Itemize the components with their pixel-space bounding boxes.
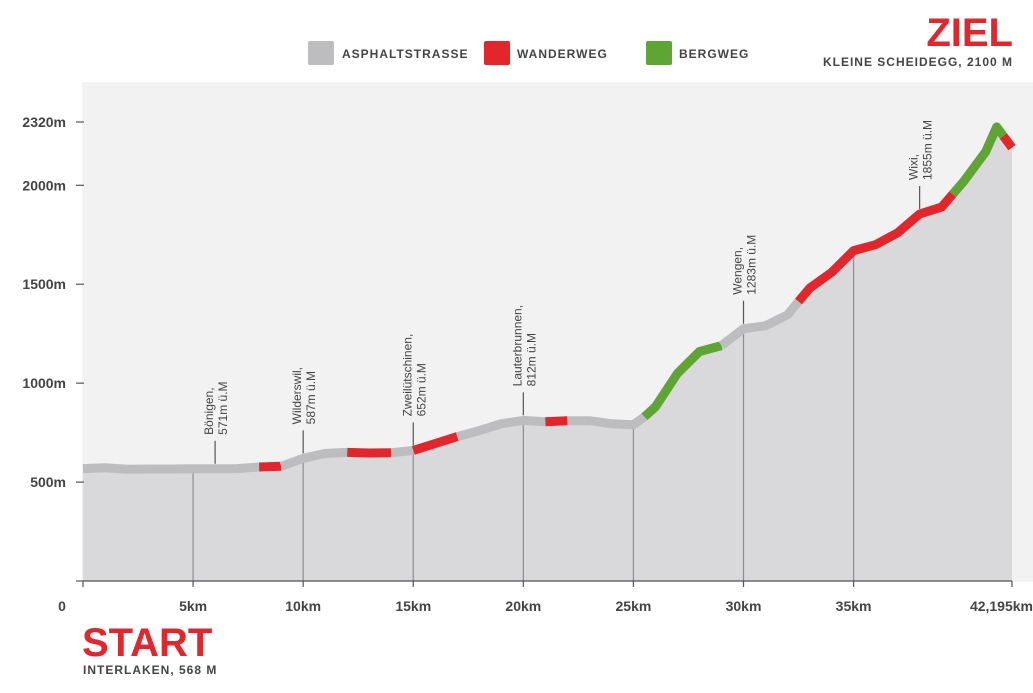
start-subtitle: INTERLAKEN, 568 M [83, 663, 217, 677]
waypoint-name: Wixi, [907, 154, 921, 180]
x-tick-label: 25km [616, 598, 652, 614]
waypoint-name: Lauterbrunnen, [510, 305, 524, 386]
waypoint-elevation: 812m ü.M [524, 333, 538, 386]
route-segment-asphalt [718, 298, 802, 350]
route-segment-wanderweg [795, 191, 957, 305]
finish-title: ZIEL [926, 11, 1013, 55]
waypoint-elevation: 571m ü.M [216, 381, 230, 434]
waypoint-name: Wilderswil, [290, 367, 304, 424]
x-tick-label: 20km [505, 598, 541, 614]
waypoint-elevation: 652m ü.M [414, 363, 428, 416]
waypoint-elevation: 587m ü.M [304, 371, 318, 424]
waypoint-label: Zweilütschinen, 652m ü.M [400, 334, 428, 417]
y-tick-label: 1000m [22, 375, 66, 391]
x-tick-label: 30km [726, 598, 762, 614]
y-tick-label: 500m [30, 474, 66, 490]
waypoint-label: Bönigen, 571m ü.M [202, 381, 230, 434]
route-segment-bergweg [949, 122, 1007, 198]
start-title: START [82, 621, 212, 665]
route-segment-wanderweg [258, 461, 282, 472]
route-segment-asphalt [390, 445, 414, 458]
waypoint-elevation: 1283m ü.M [745, 235, 759, 295]
legend-swatch-asphaltstrasse [308, 41, 334, 65]
waypoint-elevation: 1855m ü.M [921, 120, 935, 180]
route-segment-asphalt [279, 447, 348, 471]
x-tick-label: 42,195km [970, 598, 1033, 614]
legend-label-asphaltstrasse: ASPHALTSTRASSE [342, 47, 468, 61]
finish-subtitle: KLEINE SCHEIDEGG, 2100 M [823, 55, 1013, 69]
route-segment-asphalt [567, 413, 648, 430]
waypoint-label: Wilderswil, 587m ü.M [290, 367, 318, 424]
x-tick-label: 10km [285, 598, 321, 614]
waypoint-label: Wixi, 1855m ü.M [907, 120, 935, 180]
elevation-area [83, 126, 1012, 582]
x-tick-label: 0 [58, 598, 66, 614]
route-segment-wanderweg [411, 432, 459, 455]
route-segment-bergweg [641, 341, 723, 421]
route-segment-asphalt [456, 415, 546, 441]
route-segment-wanderweg [545, 416, 568, 427]
waypoint-label: Lauterbrunnen, 812m ü.M [510, 305, 538, 386]
legend-swatch-bergweg [646, 41, 672, 65]
legend-label-bergweg: BERGWEG [679, 47, 749, 61]
legend-label-wanderweg: WANDERWEG [517, 47, 608, 61]
waypoint-name: Wengen, [731, 247, 745, 295]
y-tick-label: 1500m [22, 276, 66, 292]
legend: ASPHALTSTRASSE WANDERWEG BERGWEG [308, 41, 749, 65]
legend-swatch-wanderweg [484, 41, 510, 65]
y-tick-label: 2000m [22, 177, 66, 193]
waypoint-name: Bönigen, [202, 387, 216, 434]
route-segment-wanderweg [347, 447, 392, 458]
route-segment-wanderweg [999, 133, 1016, 151]
y-tick-label: 2320m [22, 114, 66, 130]
x-tick-label: 35km [836, 598, 872, 614]
waypoint-name: Zweilütschinen, [400, 334, 414, 417]
x-tick-label: 5km [179, 598, 207, 614]
route-segment-asphalt [82, 462, 260, 474]
x-tick-label: 15km [395, 598, 431, 614]
waypoint-label: Wengen, 1283m ü.M [731, 235, 759, 295]
